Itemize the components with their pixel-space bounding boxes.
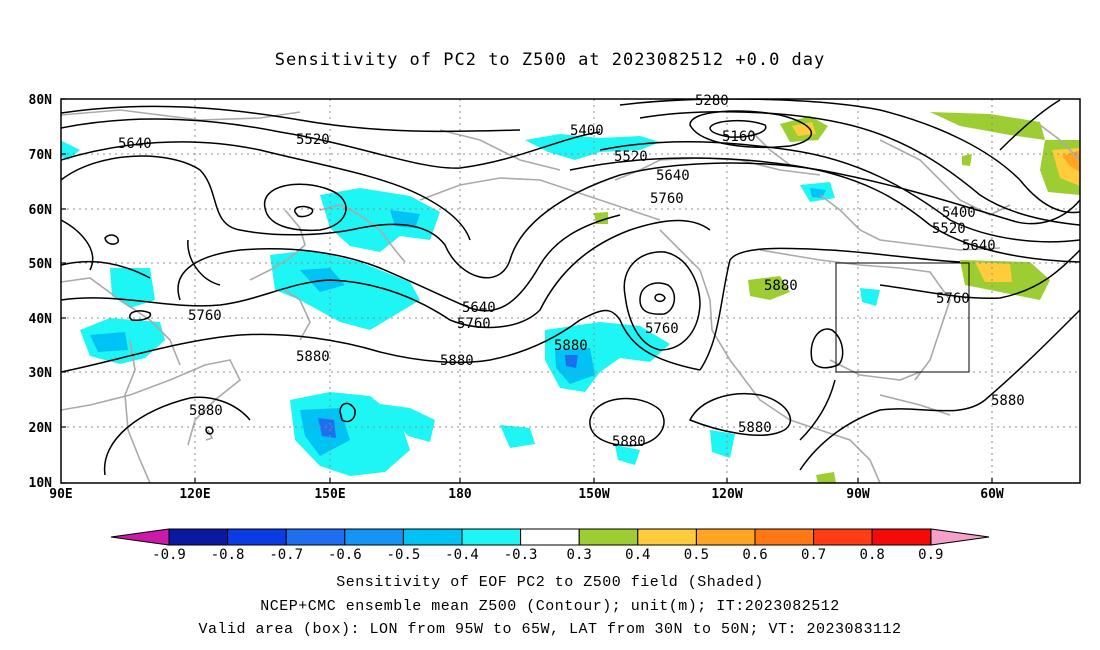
contour-label: 5760 [457, 316, 491, 332]
z500-contours [61, 99, 1080, 476]
contour-label: 5520 [614, 149, 648, 165]
colorbar-label: 0.3 [567, 547, 592, 563]
colorbar-label: -0.5 [387, 547, 421, 563]
colorbar-box [344, 528, 404, 546]
lon-label: 150W [578, 487, 609, 502]
contour-label: 5640 [656, 168, 690, 184]
colorbar-box [871, 528, 932, 546]
contour-label: 5880 [764, 278, 798, 294]
colorbar-label: 0.5 [684, 547, 709, 563]
colorbar-box [461, 528, 522, 546]
sensitivity-shading [61, 112, 1080, 483]
lat-label: 70N [29, 148, 53, 163]
lon-label: 90W [846, 487, 870, 502]
colorbar-box [695, 528, 756, 546]
colorbar-labels: -0.9 -0.8 -0.7 -0.6 -0.5 -0.4 -0.3 0.3 0.4 0.5 0.6… [152, 547, 943, 563]
lat-label: 50N [29, 257, 53, 272]
colorbar-box [754, 528, 815, 546]
lon-label: 120E [179, 487, 210, 502]
lon-labels: 90E 120E 150E 180 150W 120W 90W 60W [49, 487, 1004, 502]
plot-title: Sensitivity of PC2 to Z500 at 2023082512… [274, 50, 826, 70]
contour-label: 5880 [440, 353, 474, 369]
caption-line-1: Sensitivity of EOF PC2 to Z500 field (Sh… [336, 574, 764, 591]
contour-label: 5760 [645, 321, 679, 337]
caption-line-3: Valid area (box): LON from 95W to 65W, L… [198, 621, 902, 638]
colorbar-label: 0.7 [801, 547, 826, 563]
colorbar-box [285, 528, 346, 546]
lat-label: 80N [29, 93, 53, 108]
colorbar-label: -0.3 [504, 547, 538, 563]
lat-label: 30N [29, 366, 53, 381]
contour-label: 5160 [722, 129, 756, 145]
contour-labels: 5280 5160 5400 5520 5640 5520 5640 5760 … [118, 93, 1025, 450]
contour-label: 5520 [296, 132, 330, 148]
contour-label: 5880 [612, 434, 646, 450]
colorbar-label: -0.7 [269, 547, 303, 563]
colorbar-box [637, 528, 697, 546]
contour-label: 5760 [188, 308, 222, 324]
contour-label: 5880 [296, 349, 330, 365]
colorbar-box [227, 528, 287, 546]
lon-label: 60W [980, 487, 1004, 502]
colorbar-boxes [168, 528, 932, 546]
lat-labels: 80N 70N 60N 50N 40N 30N 20N 10N [29, 93, 53, 491]
colorbar-label: -0.6 [328, 547, 362, 563]
colorbar-box [402, 528, 463, 546]
colorbar-label: 0.8 [860, 547, 885, 563]
colorbar-box [520, 528, 580, 546]
lon-label: 90E [49, 487, 72, 502]
map-frame [60, 98, 1081, 484]
coastlines [61, 109, 1080, 483]
lat-label: 40N [29, 312, 53, 327]
contour-label: 5400 [942, 205, 976, 221]
lon-label: 180 [448, 487, 472, 502]
colorbar-box [168, 528, 229, 546]
colorbar-label: 0.6 [742, 547, 767, 563]
valid-area-box [835, 262, 970, 373]
contour-label: 5880 [738, 420, 772, 436]
colorbar-low-arrow [110, 528, 170, 546]
colorbar: -0.9 -0.8 -0.7 -0.6 -0.5 -0.4 -0.3 0.3 0.4 0.5 0.6… [110, 528, 990, 563]
colorbar-label: -0.4 [445, 547, 479, 563]
colorbar-box [578, 528, 639, 546]
contour-label: 5760 [936, 291, 970, 307]
colorbar-label: -0.9 [152, 547, 186, 563]
caption-line-2: NCEP+CMC ensemble mean Z500 (Contour); u… [260, 598, 840, 615]
contour-label: 5880 [991, 393, 1025, 409]
contour-label: 5640 [962, 238, 996, 254]
contour-label: 5640 [118, 136, 152, 152]
colorbar-label: -0.8 [211, 547, 245, 563]
contour-label: 5520 [932, 221, 966, 237]
contour-label: 5400 [570, 123, 604, 139]
lat-label: 10N [29, 476, 53, 491]
contour-label: 5880 [189, 403, 223, 419]
lon-label: 150E [314, 487, 345, 502]
lat-label: 60N [29, 203, 53, 218]
shading-darkblue [318, 355, 578, 438]
contour-label: 5880 [554, 338, 588, 354]
contour-label: 5760 [650, 191, 684, 207]
tick-marks [61, 98, 993, 484]
contour-label: 5640 [462, 300, 496, 316]
colorbar-label: 0.4 [625, 547, 650, 563]
contour-label: 5280 [695, 93, 729, 109]
colorbar-box [813, 528, 873, 546]
lon-label: 120W [711, 487, 742, 502]
lat-label: 20N [29, 421, 53, 436]
colorbar-label: 0.9 [918, 547, 943, 563]
colorbar-high-arrow [930, 528, 990, 546]
